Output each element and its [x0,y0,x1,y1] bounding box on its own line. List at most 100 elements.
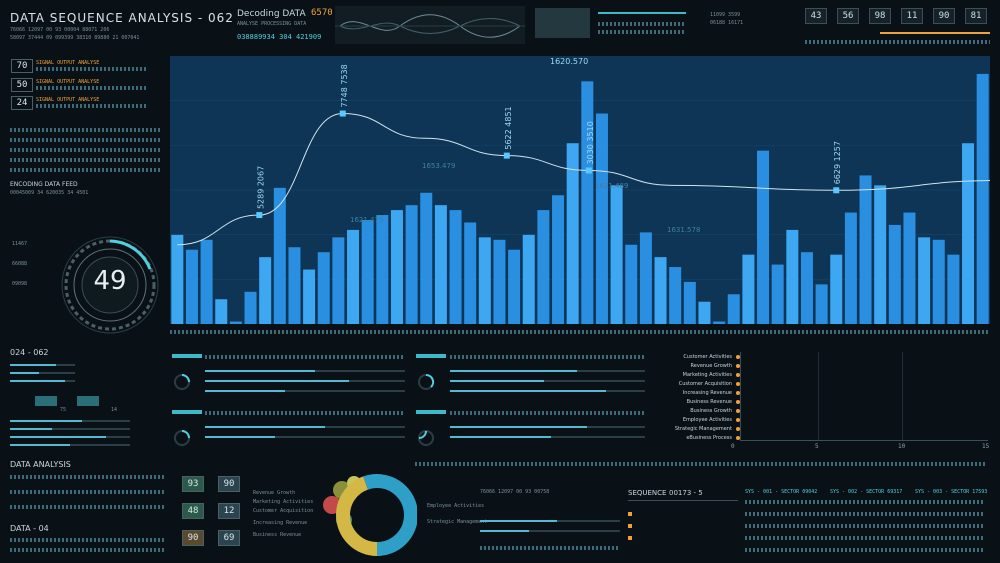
progress-bar [450,380,645,382]
menu-item[interactable]: Customer Activities [683,354,740,360]
donut-hole [359,497,395,533]
axis-tick: 5 [815,443,819,450]
analysis-ticks [10,475,165,479]
gauge-value: 49 [93,266,127,296]
chart-bar [932,239,945,324]
chart-bar [332,237,345,324]
axis-tick: 0 [731,443,735,450]
top-strip-ticks-2 [598,30,686,34]
data-label: DATA - 04 [10,524,49,533]
chart-bar [185,249,198,324]
axis-line [740,440,988,441]
menu-item[interactable]: eBusiness Process [686,435,740,441]
floating-value: 1653.479 [422,162,455,170]
status-dot [628,536,632,540]
sector-label: SYS - 003 - SECTOR 17593 [915,489,988,495]
main-bar-chart: 5289 2067 7748 7538 5622 4851 3030 3510 6629… [170,56,990,324]
tag-highlight [77,396,99,406]
signal-bar [10,138,160,142]
loader-icon [418,430,434,446]
level-box: 50 [11,78,33,92]
donut-legend-left: Revenue Growth Marketing Activities Cust… [245,490,345,550]
menu-item[interactable]: Business Growth [690,408,740,414]
legend-item: Employee Activities [427,503,485,509]
stat-cell: 81 [965,8,987,24]
chart-bar [859,175,872,324]
row-tab [172,354,202,358]
sector-ticks [745,500,985,504]
top-strip-bar [598,12,686,14]
menu-item[interactable]: Increasing Revenue [683,390,740,396]
chart-bar [888,224,901,324]
sector-label: SYS - 001 - SECTOR 09042 [745,489,818,495]
trend-marker [256,212,263,219]
progress-bar [10,436,130,438]
tile: 90 [182,530,204,546]
sector-ticks [745,548,985,552]
menu-item[interactable]: Strategic Management [675,426,740,432]
chart-bar [874,185,887,324]
legend-item: Increasing Revenue [253,520,308,526]
progress-bar [480,520,620,522]
chart-bar [610,185,623,324]
signal-bar [10,158,160,162]
chart-bar [405,205,418,324]
progress-bar [10,380,75,382]
progress-bar [205,380,405,382]
menu-item[interactable]: Marketing Activities [683,372,740,378]
stream-code: 038889934 304 421909 [237,33,322,41]
chart-bar [449,210,462,324]
sector-ticks [745,536,985,540]
level-ticks [36,104,146,108]
chart-bar [947,254,960,324]
row-tab [416,410,446,414]
row-tab [416,354,446,358]
stat-cell: 11 [901,8,923,24]
legend-item: Revenue Growth [253,490,296,496]
chart-bar [918,237,931,324]
chart-bar [464,222,477,324]
floating-value: 1621.489 [595,182,628,190]
chart-bar [757,150,770,324]
menu-item[interactable]: Employee Activities [683,417,740,423]
chart-bar [361,220,374,324]
chart-bar [229,321,242,324]
chart-bar [288,247,301,324]
menu-item[interactable]: Revenue Growth [691,363,740,369]
legend-item: Business Revenue [253,532,302,538]
donut-chart [323,474,417,556]
bottom-code: 76066 12097 00 93 00758 [480,489,550,495]
chart-bar [844,212,857,324]
analysis-label: DATA ANALYSIS [10,460,71,469]
gauge-ring [61,236,159,334]
tile: 90 [218,476,240,492]
signal-bar [10,168,160,172]
progress-bar [480,530,620,532]
chart-bar [200,239,213,324]
chart-bar [171,234,184,324]
axis-tick: 15 [982,443,990,450]
floating-value: 1621.479 [350,216,383,224]
data-ticks [10,538,165,542]
menu-item[interactable]: Customer Acquisition [679,381,740,387]
chart-bar [581,81,594,324]
feed-label: ENCODING DATA FEED [10,181,78,188]
trend-marker [339,110,346,117]
mini-value: 66088 [12,261,28,267]
chart-bar [654,257,667,324]
loader-icon [174,374,190,390]
waveform-graphic [335,6,525,44]
signal-bar [10,128,160,132]
row-tab [172,410,202,414]
progress-bar [450,370,645,372]
progress-bar [450,390,645,392]
level-box: 24 [11,96,33,110]
legend-item: Marketing Activities [253,499,314,505]
chart-bar [566,143,579,324]
progress-bar [10,444,130,446]
legend-item: Strategic Management [427,519,488,525]
chart-bar [742,254,755,324]
donut-segment [336,474,417,556]
menu-item[interactable]: Business Revenue [687,399,740,405]
stat-cell: 43 [805,8,827,24]
